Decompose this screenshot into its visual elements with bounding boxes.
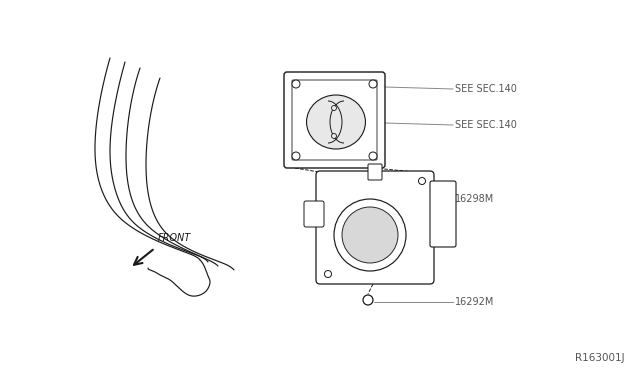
FancyBboxPatch shape [292, 80, 377, 160]
Ellipse shape [307, 95, 365, 149]
Text: 16292M: 16292M [455, 297, 494, 307]
Text: FRONT: FRONT [158, 233, 191, 243]
Text: 16298M: 16298M [455, 194, 494, 204]
Circle shape [342, 207, 398, 263]
Circle shape [369, 80, 377, 88]
Circle shape [332, 134, 337, 138]
Circle shape [419, 177, 426, 185]
FancyBboxPatch shape [368, 164, 382, 180]
FancyBboxPatch shape [284, 72, 385, 168]
Circle shape [292, 152, 300, 160]
Text: SEE SEC.140: SEE SEC.140 [455, 120, 517, 130]
FancyBboxPatch shape [430, 181, 456, 247]
Circle shape [292, 80, 300, 88]
FancyBboxPatch shape [316, 171, 434, 284]
Text: R163001J: R163001J [575, 353, 625, 363]
Circle shape [369, 152, 377, 160]
Circle shape [332, 106, 337, 110]
Text: SEE SEC.140: SEE SEC.140 [455, 84, 517, 94]
Circle shape [334, 199, 406, 271]
Circle shape [324, 270, 332, 278]
Circle shape [363, 295, 373, 305]
FancyBboxPatch shape [304, 201, 324, 227]
